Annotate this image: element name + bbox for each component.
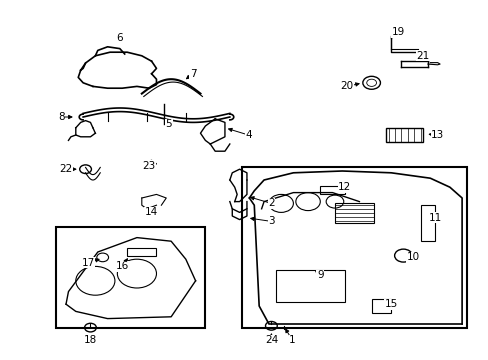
Text: 21: 21 bbox=[415, 51, 429, 61]
Text: 3: 3 bbox=[267, 216, 274, 226]
Bar bbox=[276, 270, 344, 302]
Text: 2: 2 bbox=[267, 198, 274, 208]
Text: 6: 6 bbox=[116, 33, 123, 43]
Bar bbox=[56, 227, 205, 328]
Bar bbox=[320, 186, 344, 194]
Bar bbox=[386, 128, 422, 142]
Text: 11: 11 bbox=[427, 213, 441, 223]
Text: 12: 12 bbox=[337, 182, 351, 192]
Text: 7: 7 bbox=[189, 69, 196, 79]
Text: 10: 10 bbox=[406, 252, 419, 262]
Text: 19: 19 bbox=[391, 27, 405, 37]
Bar bbox=[242, 167, 466, 328]
Text: 15: 15 bbox=[384, 299, 397, 309]
Text: 4: 4 bbox=[244, 130, 251, 140]
Bar bbox=[334, 203, 373, 223]
Text: 23: 23 bbox=[142, 161, 156, 171]
Text: 13: 13 bbox=[430, 130, 444, 140]
Text: 9: 9 bbox=[316, 270, 323, 280]
Text: 8: 8 bbox=[58, 112, 64, 122]
Text: 1: 1 bbox=[288, 335, 295, 345]
Text: 14: 14 bbox=[144, 207, 158, 217]
Text: 22: 22 bbox=[59, 164, 73, 174]
Text: 16: 16 bbox=[115, 261, 129, 271]
Bar bbox=[371, 299, 390, 313]
Text: 20: 20 bbox=[340, 81, 353, 91]
Text: 24: 24 bbox=[264, 335, 278, 345]
Text: 5: 5 bbox=[165, 119, 172, 129]
Text: 17: 17 bbox=[81, 258, 95, 268]
Text: 18: 18 bbox=[83, 335, 97, 345]
Bar bbox=[420, 205, 434, 241]
Bar bbox=[127, 248, 156, 256]
